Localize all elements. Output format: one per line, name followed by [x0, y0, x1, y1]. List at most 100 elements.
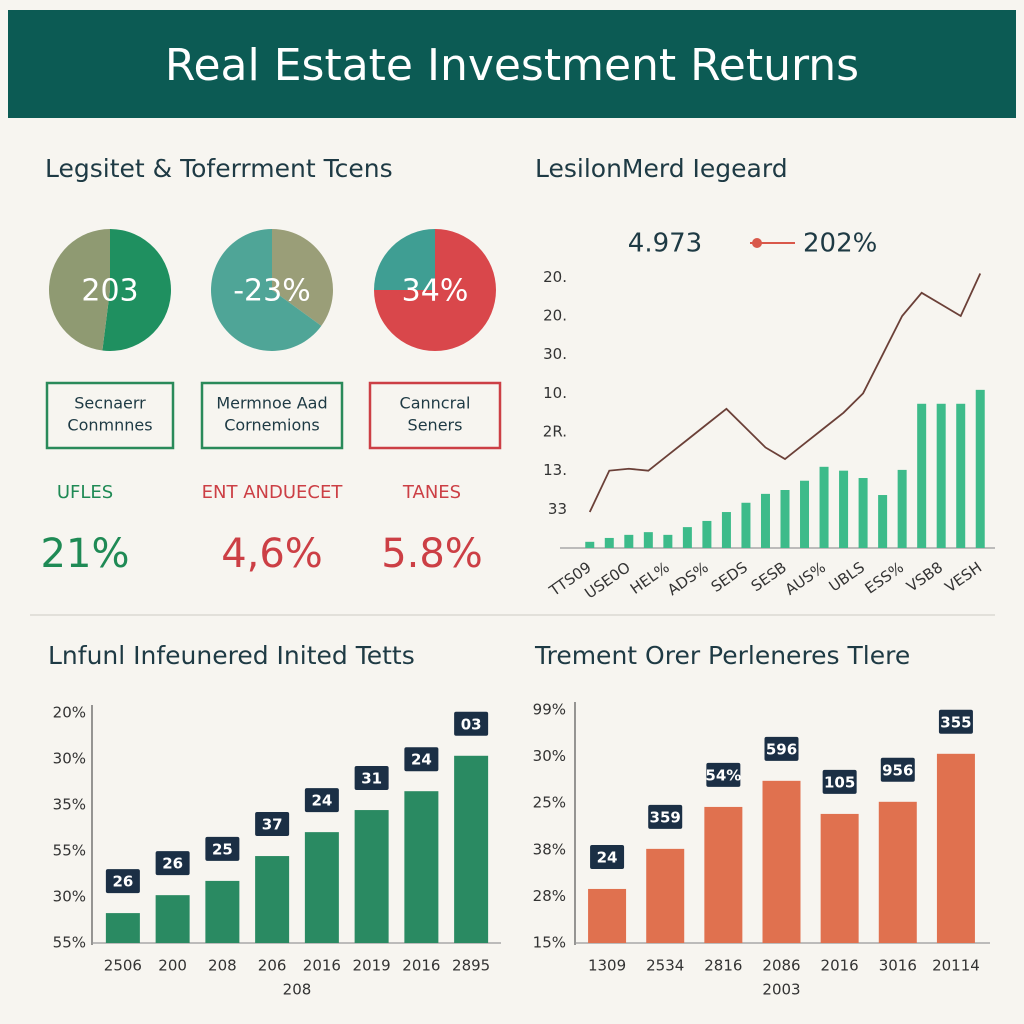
bar: [588, 888, 627, 943]
pie-slice: [102, 229, 172, 351]
bar: [897, 469, 907, 548]
y-tick-label: 38%: [533, 840, 566, 858]
box-text: Canncral: [400, 394, 471, 413]
pie-slice: [374, 229, 435, 290]
x-tick-label: 1309: [588, 957, 626, 975]
header-title: Real Estate Investment Returns: [165, 40, 859, 91]
value-tag-box: [880, 757, 915, 782]
y-tick-label: 20.: [543, 268, 567, 286]
bar: [643, 532, 653, 548]
legend-marker: [752, 238, 762, 248]
value-tag-box: [404, 747, 439, 772]
x-tick-label: UBLS: [826, 558, 868, 595]
chart-title: LesilonMerd Iegeard: [535, 154, 788, 183]
value-tag-text: 25: [212, 840, 233, 858]
x-tick-label: VESH: [942, 558, 986, 596]
stat-value: 21%: [41, 531, 130, 577]
bar: [354, 810, 389, 943]
bar: [604, 537, 614, 548]
x-tick-label: 2019: [353, 957, 391, 975]
bar: [800, 480, 810, 548]
value-tag-text: 105: [824, 773, 855, 791]
x-tick-label: 200: [158, 957, 187, 975]
y-tick-label: 20.: [543, 307, 567, 325]
pie-label: 34%: [402, 274, 469, 309]
y-tick-label: 55%: [53, 934, 86, 952]
value-tag-text: 596: [766, 740, 797, 758]
y-tick-label: 20%: [53, 704, 86, 722]
pie-slice: [272, 229, 333, 326]
value-tag-text: 24: [411, 751, 432, 769]
value-tag-box: [590, 844, 625, 869]
bar: [956, 403, 966, 548]
bar: [702, 520, 712, 548]
x-tick-label: 2016: [821, 957, 859, 975]
value-tag: 26: [105, 869, 140, 894]
value-tag: 956: [880, 757, 915, 782]
x-tick-label: 3016: [879, 957, 917, 975]
bar: [858, 478, 868, 548]
y-tick-label: 28%: [533, 887, 566, 905]
y-tick-label: 30%: [53, 888, 86, 906]
value-tag-box: [938, 709, 973, 734]
bar: [663, 534, 673, 548]
value-tag: 26: [155, 851, 190, 876]
value-tag-box: [706, 762, 741, 787]
line: [588, 273, 982, 513]
value-tag: 37: [255, 812, 290, 837]
bar: [255, 856, 290, 943]
x-tick-label: 2016: [402, 957, 440, 975]
bar: [741, 502, 751, 548]
pie-label: 203: [81, 274, 138, 309]
category-box: [45, 381, 175, 450]
value-tag: 25: [205, 836, 240, 861]
y-tick-label: 25%: [533, 794, 566, 812]
bar: [585, 541, 595, 548]
bar: [819, 466, 829, 548]
y-tick-label: 55%: [53, 842, 86, 860]
legend-label: 4.973: [628, 229, 702, 259]
box-text: Cornemions: [224, 416, 320, 435]
chart-title: Lnfunl Infeunered Inited Tetts: [48, 641, 415, 670]
bar: [404, 791, 439, 943]
value-tag: 359: [648, 804, 683, 829]
value-tag-text: 956: [882, 761, 913, 779]
box-text: Conmnnes: [67, 416, 152, 435]
value-tag: 24: [590, 844, 625, 869]
x-axis-title: 2003: [762, 981, 800, 999]
value-tag: 31: [354, 766, 389, 791]
x-tick-label: AUS%: [782, 558, 829, 599]
bar: [155, 895, 190, 943]
bar: [878, 801, 917, 943]
value-tag-text: 26: [162, 855, 183, 873]
x-tick-label: 2895: [452, 957, 490, 975]
bar: [780, 490, 790, 548]
bar: [646, 848, 685, 943]
stat-label: TANES: [402, 482, 461, 503]
bar: [205, 880, 240, 943]
x-tick-label: USE0O: [581, 558, 633, 602]
bar: [682, 527, 692, 548]
stat-value: 4,6%: [221, 531, 323, 577]
x-tick-label: 2086: [762, 957, 800, 975]
bar: [454, 755, 489, 943]
value-tag-box: [648, 804, 683, 829]
value-tag-text: 24: [597, 848, 618, 866]
value-tag-box: [354, 766, 389, 791]
x-tick-label: VSB8: [903, 558, 946, 595]
pie-slice: [210, 229, 322, 351]
value-tag-text: 37: [262, 816, 283, 834]
panel-title: Legsitet & Toferrment Tcens: [45, 154, 393, 183]
x-tick-label: ADS%: [664, 558, 712, 599]
x-tick-label: 2534: [646, 957, 684, 975]
bar: [936, 753, 975, 943]
value-tag-text: 359: [650, 808, 681, 826]
x-tick-label: HEL%: [627, 558, 673, 598]
value-tag-text: 26: [112, 873, 133, 891]
category-box: [200, 381, 344, 450]
bar: [878, 495, 888, 548]
x-tick-label: 206: [258, 957, 287, 975]
x-tick-label: 2016: [303, 957, 341, 975]
value-tag: 24: [404, 747, 439, 772]
